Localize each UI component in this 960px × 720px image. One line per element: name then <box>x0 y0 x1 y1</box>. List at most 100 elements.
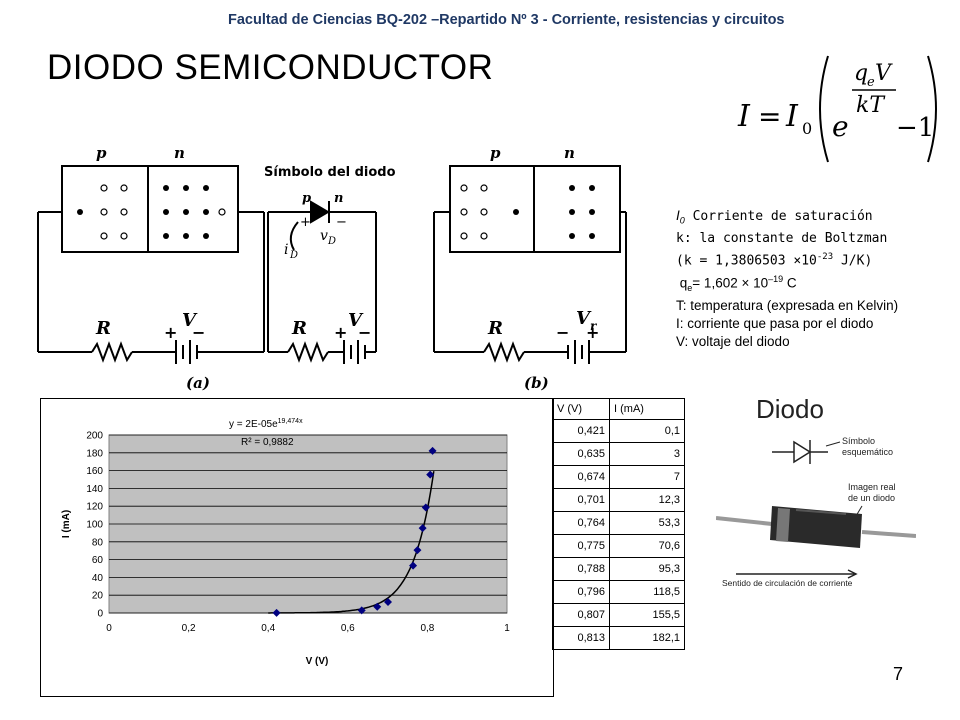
iv-chart: 0 20 40 60 80 100 120 140 160 180 200 0 0,2 0,4 0,6 0,… <box>40 398 554 697</box>
iv-chart-svg: 0 20 40 60 80 100 120 140 160 180 200 0 0,2 0,4 0,6 0,… <box>61 418 510 667</box>
cell-current: 7 <box>609 465 685 489</box>
svg-text:esquemático: esquemático <box>842 447 893 457</box>
cell-current: 70,6 <box>609 534 685 558</box>
x-tick-label: 0,6 <box>341 623 355 634</box>
cell-current: 3 <box>609 442 685 466</box>
label-n: n <box>174 144 185 162</box>
label-p: p <box>96 144 107 162</box>
svg-text:r: r <box>590 319 598 333</box>
eq-i0: I <box>785 99 799 134</box>
data-table: V (V) I (mA) 0,421 0,1 0,635 3 0,674 7 0,701 12… <box>552 398 685 650</box>
table-row: 0,764 53,3 <box>552 511 685 535</box>
slide-header: Facultad de Ciencias BQ-202 –Repartido N… <box>228 12 785 28</box>
carriers-a <box>77 185 209 239</box>
eq-lhs: I <box>737 99 751 134</box>
data-point <box>428 446 437 455</box>
data-point <box>421 503 430 512</box>
data-point <box>409 561 418 570</box>
svg-text:+: + <box>586 323 599 342</box>
svg-text:Símbolo: Símbolo <box>842 436 875 446</box>
data-point <box>383 598 392 607</box>
header-i: I (mA) <box>609 398 685 420</box>
diode-circuit-a: p n R + − V (a) Símbolo del diodo p n + … <box>37 144 396 392</box>
cell-voltage: 0,635 <box>552 442 610 466</box>
svg-text:+: + <box>334 323 347 342</box>
right-paren <box>927 55 937 163</box>
svg-text:−: − <box>556 323 569 342</box>
label-id: i <box>284 242 288 258</box>
x-tick-label: 0,8 <box>420 623 434 634</box>
svg-text:−: − <box>192 323 205 342</box>
svg-text:p: p <box>302 191 311 206</box>
cell-voltage: 0,674 <box>552 465 610 489</box>
cell-voltage: 0,796 <box>552 580 610 604</box>
svg-text:−: − <box>336 215 347 230</box>
direction-label: Sentido de circulación de corriente <box>722 578 853 588</box>
y-tick-label: 20 <box>92 591 104 602</box>
cell-current: 53,3 <box>609 511 685 535</box>
label-vd: v <box>320 228 328 244</box>
direction-arrow-icon <box>736 569 858 579</box>
left-paren <box>819 55 829 163</box>
diode-circuit-b: p n R − + V r (b) <box>433 144 627 392</box>
svg-text:+: + <box>300 215 311 230</box>
data-point <box>418 524 427 533</box>
legend-line-i0: I0 Corriente de saturación <box>676 208 873 226</box>
x-tick-label: 0,2 <box>182 623 196 634</box>
svg-text:R: R <box>291 318 307 339</box>
cell-current: 118,5 <box>609 580 685 604</box>
trend-equation: y = 2E-05e19,474x <box>229 418 303 430</box>
cell-current: 0,1 <box>609 419 685 443</box>
legend-line-k-value: (k = 1,3806503 ×10-23 J/K) <box>676 251 873 269</box>
svg-text:R: R <box>487 318 503 339</box>
cell-voltage: 0,813 <box>552 626 610 650</box>
diode-photo: Diodo Símbolo esquemático Imagen real de… <box>716 386 916 606</box>
y-tick-label: 120 <box>86 502 103 513</box>
schematic-symbol-icon <box>772 440 828 464</box>
y-tick-label: 180 <box>86 448 103 459</box>
cell-voltage: 0,764 <box>552 511 610 535</box>
eq-q: q <box>854 61 868 86</box>
data-point <box>413 546 422 555</box>
label-b: (b) <box>524 374 549 392</box>
x-tick-label: 1 <box>504 623 510 634</box>
data-point <box>373 602 382 611</box>
table-row: 0,796 118,5 <box>552 580 685 604</box>
x-tick-label: 0,4 <box>261 623 275 634</box>
svg-text:n: n <box>334 191 343 206</box>
table-row: 0,421 0,1 <box>552 419 685 443</box>
y-tick-label: 40 <box>92 573 104 584</box>
eq-q-sub: e <box>867 75 875 90</box>
svg-text:Imagen real: Imagen real <box>848 482 896 492</box>
eq-kt: kT <box>856 93 886 118</box>
cell-current: 95,3 <box>609 557 685 581</box>
legend-line-t: T: temperatura (expresada en Kelvin) <box>676 298 899 314</box>
symbol-title: Símbolo del diodo <box>264 165 396 180</box>
svg-text:D: D <box>289 250 298 261</box>
svg-text:p: p <box>490 144 501 162</box>
cell-current: 182,1 <box>609 626 685 650</box>
x-axis-label: V (V) <box>306 656 329 667</box>
svg-text:+: + <box>164 323 177 342</box>
diode-body-icon <box>716 506 916 548</box>
photo-title: Diodo <box>756 394 824 424</box>
resistor-a <box>91 341 133 363</box>
table-row: 0,701 12,3 <box>552 488 685 512</box>
y-tick-label: 60 <box>92 555 104 566</box>
data-point <box>357 606 366 615</box>
cell-voltage: 0,775 <box>552 534 610 558</box>
label-a: (a) <box>186 374 210 392</box>
table-row: 0,807 155,5 <box>552 603 685 627</box>
eq-minus-one: −1 <box>896 113 934 143</box>
y-tick-label: 140 <box>86 484 103 495</box>
eq-e: e <box>832 110 849 143</box>
legend-line-k: k: la constante de Boltzman <box>676 230 888 246</box>
label-vr: V <box>576 308 592 329</box>
table-header-row: V (V) I (mA) <box>552 398 685 420</box>
eq-equals: = <box>758 100 781 133</box>
eq-v: V <box>875 61 893 86</box>
legend-line-v: V: voltaje del diodo <box>676 334 790 350</box>
table-row: 0,813 182,1 <box>552 626 685 650</box>
label-v-a: V <box>182 310 198 331</box>
resistor-b <box>483 341 525 363</box>
